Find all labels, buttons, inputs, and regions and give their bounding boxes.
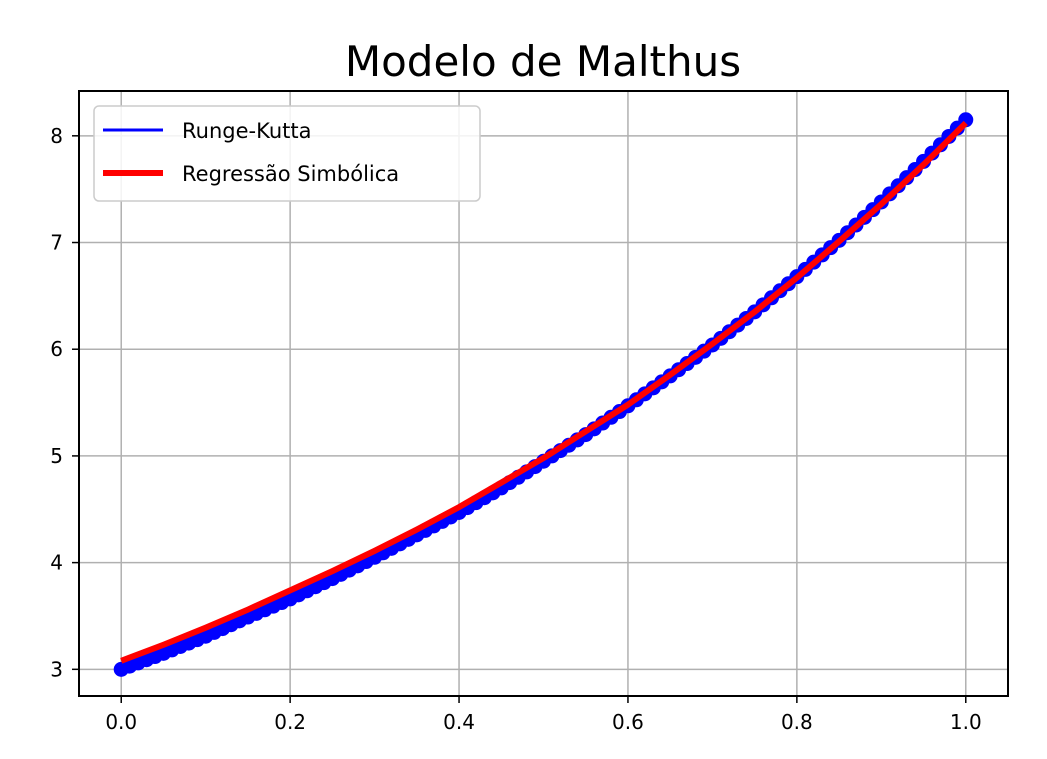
x-tick-label: 1.0: [950, 710, 982, 734]
axis-ticks: 0.0 0.2 0.4 0.6 0.8 1.0 3 4 5 6 7 8: [50, 124, 981, 734]
y-tick-label: 7: [50, 231, 63, 255]
y-tick-label: 6: [50, 337, 63, 361]
plot-frame: [78, 90, 1009, 697]
legend-box: [93, 105, 481, 202]
chart-title: Modelo de Malthus: [345, 37, 741, 86]
x-tick-label: 0.0: [105, 710, 137, 734]
x-tick-label: 0.2: [274, 710, 306, 734]
plot-series: [113, 112, 974, 677]
y-tick-label: 3: [50, 657, 63, 681]
x-tick-label: 0.6: [612, 710, 644, 734]
x-tick-label: 0.8: [781, 710, 813, 734]
y-tick-label: 5: [50, 444, 63, 468]
line-regressao-simbolica: [120, 120, 968, 664]
y-tick-label: 8: [50, 124, 63, 148]
legend-label-runge-kutta: Runge-Kutta: [182, 119, 311, 143]
legend-label-regressao-simbolica: Regressão Simbólica: [182, 162, 399, 186]
x-tick-label: 0.4: [443, 710, 475, 734]
legend: Runge-Kutta Regressão Simbólica: [93, 105, 481, 202]
y-tick-label: 4: [50, 551, 63, 575]
